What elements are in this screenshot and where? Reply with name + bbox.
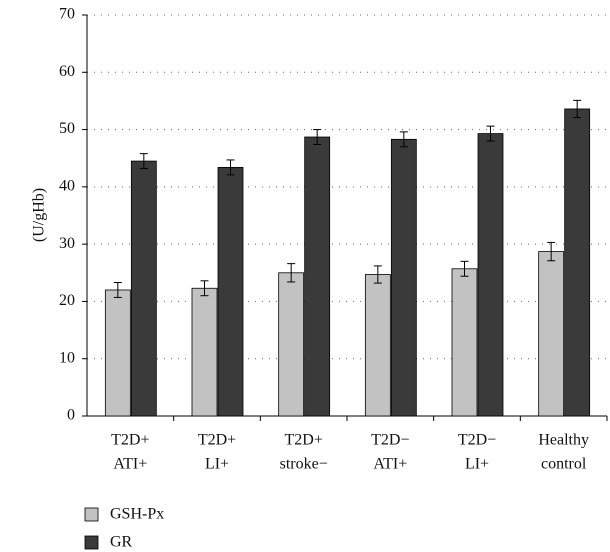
y-tick-label: 40: [59, 178, 75, 195]
error-bar: [200, 280, 209, 297]
x-tick-label: T2D−: [371, 432, 409, 449]
legend-label: GSH-Px: [110, 506, 164, 523]
x-tick-label: LI+: [205, 456, 229, 473]
bar: [191, 287, 218, 417]
error-bar: [547, 241, 556, 262]
bar: [538, 251, 565, 417]
error-bar: [460, 260, 469, 277]
x-tick-label: T2D+: [284, 432, 322, 449]
bar: [304, 136, 331, 417]
x-tick-label: T2D−: [458, 432, 496, 449]
error-bar: [486, 125, 495, 142]
bar: [104, 289, 131, 417]
x-tick-label: LI+: [465, 456, 489, 473]
x-tick-label: ATI+: [113, 456, 147, 473]
legend-swatch: [84, 507, 99, 522]
bar: [564, 108, 591, 417]
y-axis-label: (U/gHb): [31, 188, 48, 242]
x-tick-label: control: [541, 456, 587, 473]
bar: [477, 133, 504, 417]
y-tick-label: 0: [67, 407, 75, 424]
x-tick-label: T2D+: [111, 432, 149, 449]
legend-label: GR: [110, 534, 133, 551]
error-bar: [113, 282, 122, 298]
error-bar: [139, 153, 148, 170]
y-tick-label: 30: [59, 235, 75, 252]
error-bar: [399, 131, 408, 148]
error-bar: [287, 263, 296, 283]
bar: [217, 166, 244, 417]
x-tick-label: Healthy: [538, 432, 589, 449]
error-bar: [313, 129, 322, 145]
y-tick-label: 20: [59, 292, 75, 309]
x-tick-label: stroke−: [280, 456, 328, 473]
error-bar: [573, 99, 582, 119]
bar: [130, 160, 157, 417]
error-bar: [373, 265, 382, 284]
bar: [278, 272, 305, 417]
bar: [451, 268, 478, 417]
y-tick-label: 50: [59, 120, 75, 137]
bar: [390, 138, 417, 417]
x-tick-label: T2D+: [198, 432, 236, 449]
legend-swatch: [84, 535, 99, 550]
bar: [364, 274, 391, 417]
y-tick-label: 60: [59, 63, 75, 80]
error-bar: [226, 159, 235, 176]
y-tick-label: 70: [59, 6, 75, 23]
y-tick-label: 10: [59, 349, 75, 366]
x-tick-label: ATI+: [373, 456, 407, 473]
